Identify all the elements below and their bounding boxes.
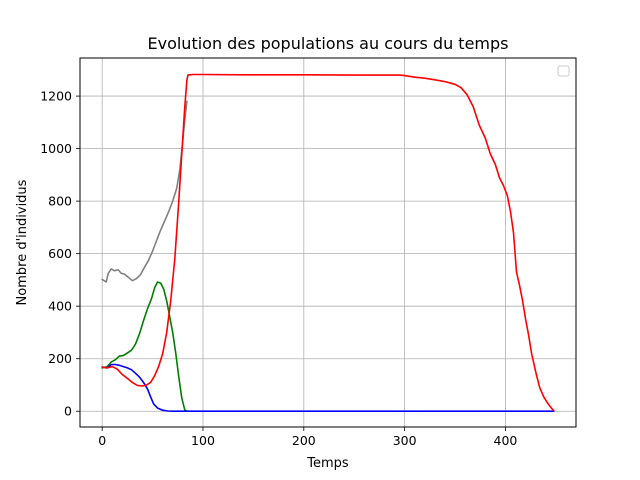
axis-ticks: 0 100 200 300 400 0 200 400 600 800 1000 1200 (40, 89, 517, 448)
chart-title: Evolution des populations au cours du te… (147, 34, 508, 53)
y-tick-label: 1200 (40, 89, 72, 104)
y-tick-label: 400 (48, 299, 72, 314)
y-tick-label: 600 (48, 246, 72, 261)
x-tick-label: 0 (98, 433, 106, 448)
series-line (101, 100, 188, 283)
series-line (101, 281, 188, 412)
x-tick-label: 200 (292, 433, 316, 448)
series-line (101, 73, 555, 412)
x-tick-label: 400 (494, 433, 518, 448)
y-axis-label: Nombre d'individus (15, 179, 30, 305)
plot-frame (79, 57, 577, 428)
x-tick-label: 300 (393, 433, 417, 448)
x-tick-label: 100 (191, 433, 215, 448)
legend-box (557, 65, 570, 77)
y-tick-label: 1000 (40, 141, 72, 156)
plot-lines (101, 73, 555, 412)
y-tick-label: 200 (48, 351, 72, 366)
series-line (101, 363, 555, 412)
y-tick-label: 0 (64, 404, 72, 419)
y-tick-label: 800 (48, 194, 72, 209)
x-axis-label: Temps (306, 456, 349, 471)
